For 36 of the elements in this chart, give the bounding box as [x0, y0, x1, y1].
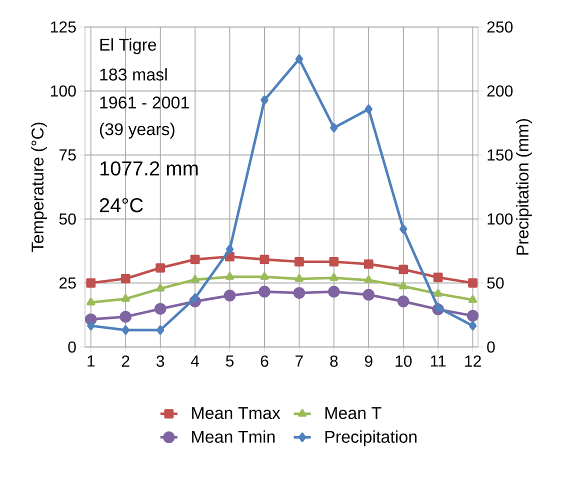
legend-label: Mean T — [325, 407, 382, 420]
x-tick-label: 8 — [330, 356, 338, 367]
x-tick-label: 10 — [396, 356, 412, 367]
y2-tick-label: 0 — [487, 341, 495, 353]
annotation: El Tigre — [100, 38, 156, 54]
x-tick-label: 7 — [296, 356, 303, 367]
x-tick-label: 5 — [226, 356, 234, 367]
y-tick-label: 125 — [51, 21, 76, 33]
x-tick-label: 1 — [88, 356, 95, 367]
y-tick-label: 75 — [60, 149, 76, 161]
legend-label: Mean Tmax — [192, 407, 280, 420]
x-tick-label: 4 — [190, 356, 200, 367]
x-tick-label: 9 — [364, 356, 372, 367]
y-tick-label: 0 — [68, 341, 76, 353]
x-tick-label: 11 — [430, 356, 446, 367]
annotation: 1077.2 mm — [100, 161, 198, 176]
y-tick-label: 100 — [51, 85, 76, 97]
y2-tick-label: 250 — [487, 21, 513, 33]
y-tick-label: 25 — [59, 277, 76, 289]
x-tick-label: 6 — [260, 356, 268, 367]
x-tick-label: 12 — [465, 356, 481, 367]
annotation: 1961 - 2001 — [100, 96, 189, 109]
y2-axis-title: Precipitation (mm) — [516, 119, 532, 255]
y2-tick-label: 150 — [488, 149, 513, 161]
x-tick-label: 3 — [156, 356, 164, 367]
annotation: 24°C — [100, 198, 143, 212]
x-tick-label: 2 — [122, 356, 130, 367]
y2-tick-label: 50 — [487, 277, 504, 289]
annotation: (39 years) — [100, 122, 174, 139]
y2-tick-label: 200 — [487, 85, 513, 97]
y2-tick-label: 100 — [488, 213, 513, 225]
annotation: 183 masl — [100, 68, 167, 81]
y-tick-label: 50 — [59, 213, 76, 225]
legend-label: Mean Tmin — [192, 430, 275, 443]
y-axis-title: Temperature (°C) — [31, 122, 47, 252]
legend-label: Precipitation — [325, 430, 416, 446]
